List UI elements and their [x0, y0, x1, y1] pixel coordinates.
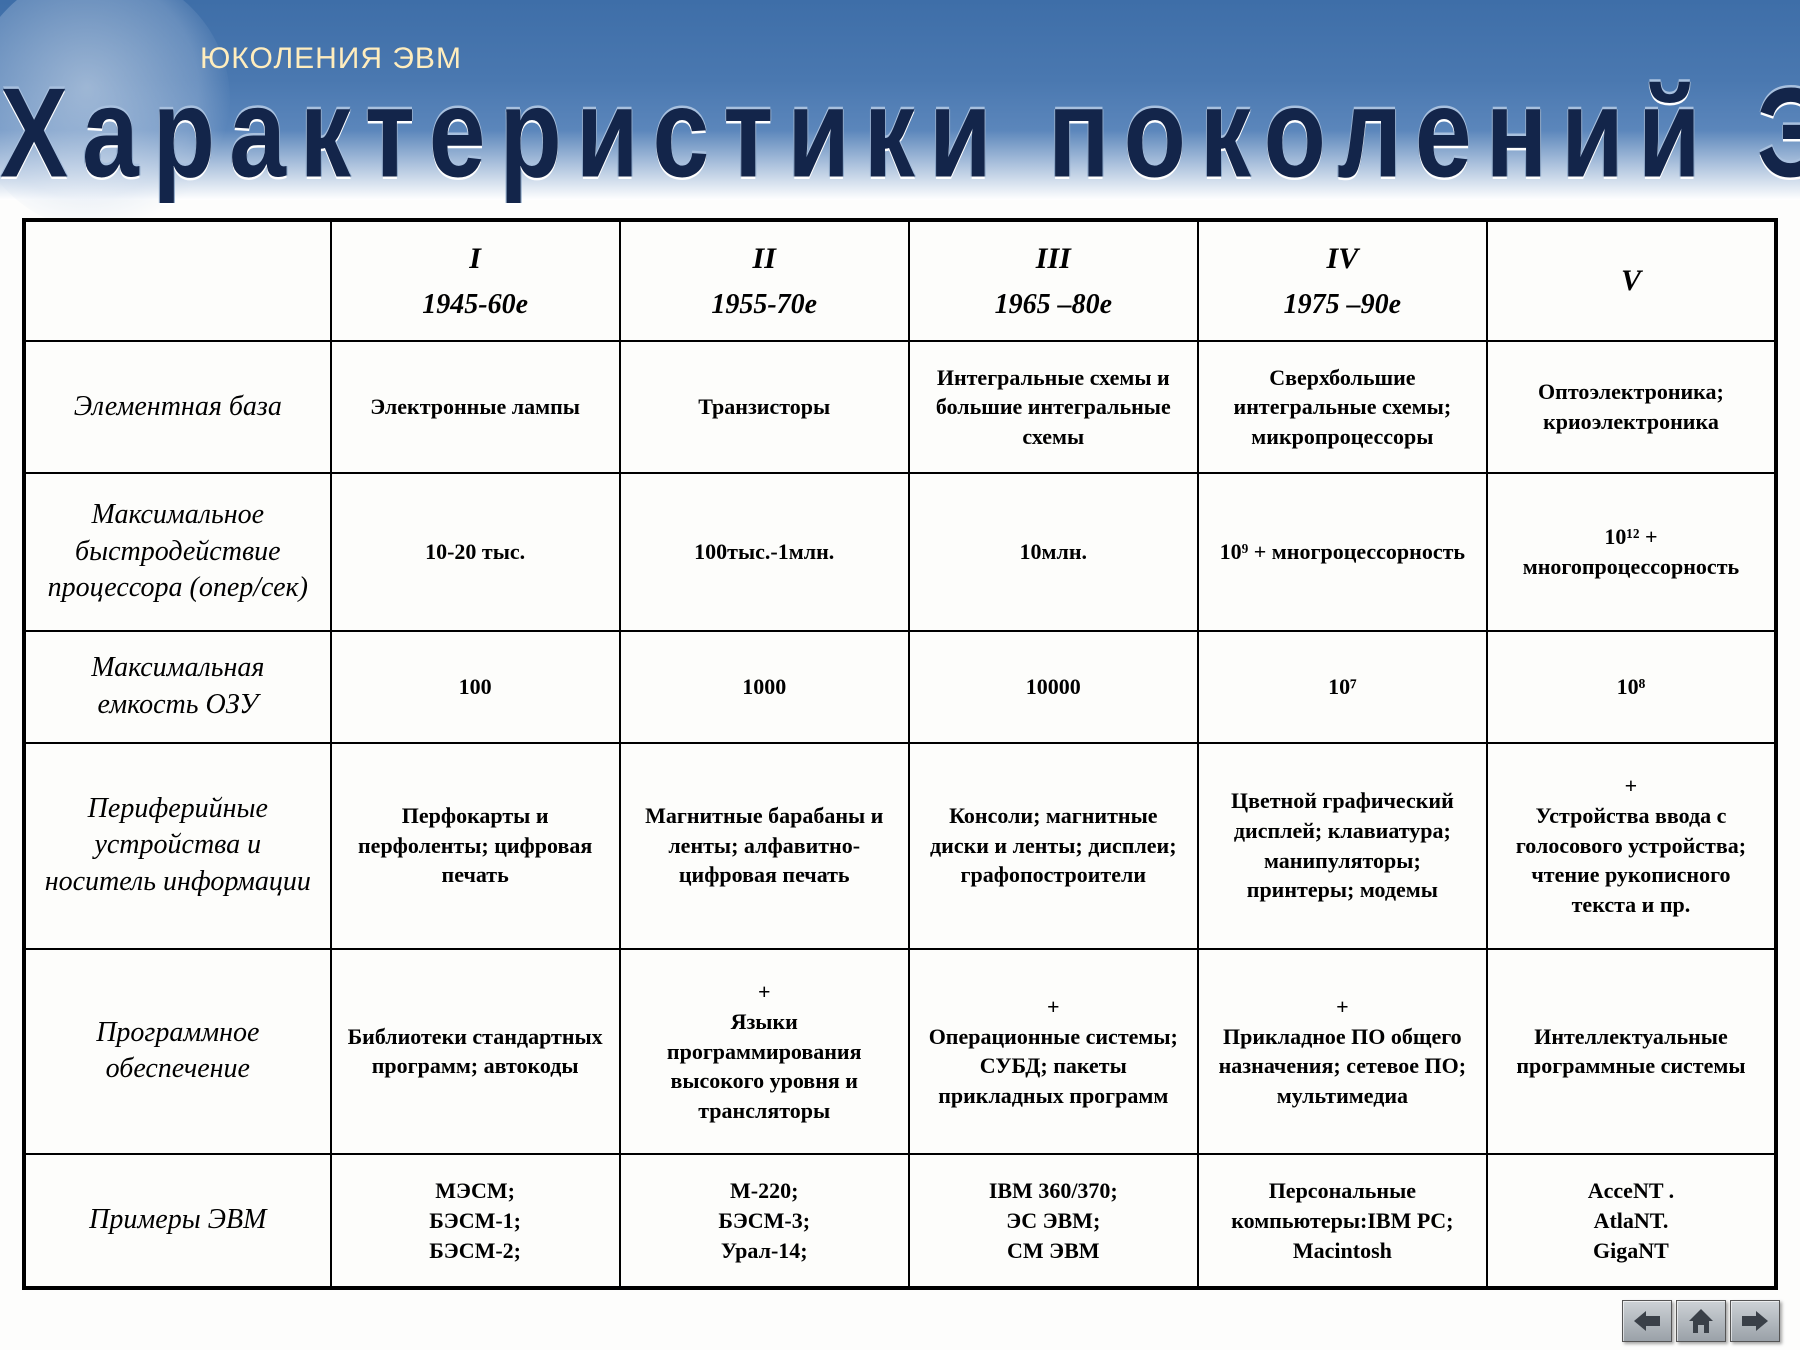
table-cell: 10¹² + многопроцессорность — [1487, 473, 1776, 630]
table-row: Периферийные устройства и носитель инфор… — [24, 743, 1776, 949]
row-label: Максимальная емкость ОЗУ — [24, 631, 331, 743]
table-cell: +Прикладное ПО общего назначения; сетево… — [1198, 949, 1487, 1155]
arrow-left-icon — [1634, 1311, 1660, 1331]
table-cell: Цветной графический дисплей; клавиатура;… — [1198, 743, 1487, 949]
row-label: Примеры ЭВМ — [24, 1154, 331, 1288]
table-cell: 1000 — [620, 631, 909, 743]
table-cell: +Языки программирования высокого уровня … — [620, 949, 909, 1155]
table-row: Элементная базаЭлектронные лампыТранзист… — [24, 341, 1776, 473]
row-label: Элементная база — [24, 341, 331, 473]
prev-button[interactable] — [1622, 1300, 1672, 1342]
table-cell: Магнитные барабаны и ленты; алфавитно-ци… — [620, 743, 909, 949]
table-cell: МЭСМ;БЭСМ-1;БЭСМ-2; — [331, 1154, 620, 1288]
table-cell: +Операционные системы; СУБД; пакеты прик… — [909, 949, 1198, 1155]
table-cell: Транзисторы — [620, 341, 909, 473]
nav-buttons — [1622, 1300, 1780, 1342]
table-cell: М-220;БЭСМ-3;Урал-14; — [620, 1154, 909, 1288]
table-cell: AcceNT .AtlaNT.GigaNT — [1487, 1154, 1776, 1288]
table-header-row: I 1945-60е II 1955-70е III 1965 –80е IV … — [24, 220, 1776, 341]
table-cell: 10-20 тыс. — [331, 473, 620, 630]
home-icon — [1687, 1309, 1715, 1333]
table-cell: 10000 — [909, 631, 1198, 743]
generations-table: I 1945-60е II 1955-70е III 1965 –80е IV … — [22, 218, 1778, 1290]
table-body: Элементная базаЭлектронные лампыТранзист… — [24, 341, 1776, 1288]
table-cell: 10млн. — [909, 473, 1198, 630]
table-row: Максимальное быстродействие процессора (… — [24, 473, 1776, 630]
table-cell: 100 — [331, 631, 620, 743]
col-header-2: II 1955-70е — [620, 220, 909, 341]
table-cell: Электронные лампы — [331, 341, 620, 473]
table-cell: 10⁸ — [1487, 631, 1776, 743]
table-cell: Сверхбольшие интегральные схемы; микропр… — [1198, 341, 1487, 473]
page-title: Характеристики поколений ЭВМ — [0, 60, 1800, 206]
col-header-5: V — [1487, 220, 1776, 341]
next-button[interactable] — [1730, 1300, 1780, 1342]
arrow-right-icon — [1742, 1311, 1768, 1331]
table-row: Программное обеспечениеБиблиотеки станда… — [24, 949, 1776, 1155]
generations-table-wrap: I 1945-60е II 1955-70е III 1965 –80е IV … — [22, 218, 1778, 1290]
table-cell: 10⁹ + многроцессорность — [1198, 473, 1487, 630]
row-label: Периферийные устройства и носитель инфор… — [24, 743, 331, 949]
home-button[interactable] — [1676, 1300, 1726, 1342]
col-header-1: I 1945-60е — [331, 220, 620, 341]
row-label: Программное обеспечение — [24, 949, 331, 1155]
table-cell: Интеллектуальные программные системы — [1487, 949, 1776, 1155]
table-cell: Консоли; магнитные диски и ленты; диспле… — [909, 743, 1198, 949]
table-cell: Интегральные схемы и большие интегральны… — [909, 341, 1198, 473]
table-row: Примеры ЭВММЭСМ;БЭСМ-1;БЭСМ-2;М-220;БЭСМ… — [24, 1154, 1776, 1288]
row-label: Максимальное быстродействие процессора (… — [24, 473, 331, 630]
col-header-3: III 1965 –80е — [909, 220, 1198, 341]
table-cell: 10⁷ — [1198, 631, 1487, 743]
table-cell: Библиотеки стандартных программ; автокод… — [331, 949, 620, 1155]
table-cell: 100тыс.-1млн. — [620, 473, 909, 630]
slide-header: ЮКОЛЕНИЯ ЭВМ Характеристики поколений ЭВ… — [0, 0, 1800, 200]
table-cell: IBM 360/370;ЭС ЭВМ;СМ ЭВМ — [909, 1154, 1198, 1288]
table-cell: Оптоэлектроника; криоэлектроника — [1487, 341, 1776, 473]
table-cell: +Устройства ввода с голосового устройств… — [1487, 743, 1776, 949]
col-header-4: IV 1975 –90е — [1198, 220, 1487, 341]
table-row: Максимальная емкость ОЗУ10010001000010⁷1… — [24, 631, 1776, 743]
table-cell: Перфокарты и перфоленты; цифровая печать — [331, 743, 620, 949]
header-empty — [24, 220, 331, 341]
table-cell: Персональные компьютеры:IBM PC; Macintos… — [1198, 1154, 1487, 1288]
